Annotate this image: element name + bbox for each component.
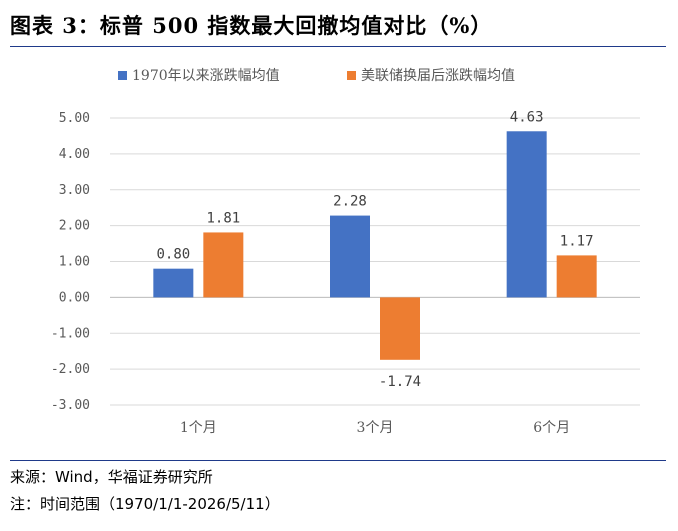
y-tick-label: 4.00 bbox=[59, 147, 90, 162]
bar-2-2 bbox=[380, 297, 420, 360]
y-tick-label: 3.00 bbox=[59, 183, 90, 198]
legend-swatch-1 bbox=[118, 71, 127, 80]
x-category-label: 6个月 bbox=[533, 420, 570, 436]
bar-2-1 bbox=[203, 232, 244, 298]
title-rule bbox=[10, 46, 666, 47]
source-note: 来源：Wind，华福证券研究所 bbox=[10, 468, 213, 486]
data-label: 0.80 bbox=[156, 247, 190, 263]
data-label: 2.28 bbox=[333, 194, 367, 210]
y-tick-label: 2.00 bbox=[59, 219, 90, 234]
y-tick-label: -2.00 bbox=[51, 362, 90, 377]
legend-label-2: 美联储换届后涨跌幅均值 bbox=[361, 67, 515, 84]
y-tick-label: -1.00 bbox=[51, 326, 90, 341]
legend-swatch-2 bbox=[347, 71, 356, 80]
data-label: 1.17 bbox=[560, 233, 594, 249]
data-label: -1.74 bbox=[379, 374, 421, 390]
range-note: 注：时间范围（1970/1/1-2026/5/11） bbox=[10, 495, 280, 513]
bar-1-2 bbox=[330, 215, 370, 298]
y-tick-label: 0.00 bbox=[59, 290, 90, 305]
legend-label-1: 1970年以来涨跌幅均值 bbox=[132, 68, 280, 84]
x-category-label: 3个月 bbox=[357, 420, 394, 436]
bar-1-1 bbox=[153, 268, 194, 298]
y-tick-label: 5.00 bbox=[59, 111, 90, 126]
chart-title: 图表 3：标普 500 指数最大回撤均值对比（%） bbox=[10, 13, 493, 38]
y-tick-label: 1.00 bbox=[59, 255, 90, 270]
bar-2-3 bbox=[556, 255, 597, 298]
x-category-label: 1个月 bbox=[180, 420, 217, 436]
data-label: 4.63 bbox=[510, 109, 544, 125]
data-label: 1.81 bbox=[206, 210, 240, 226]
y-tick-label: -3.00 bbox=[51, 398, 90, 413]
footer-rule bbox=[10, 460, 666, 461]
bar-chart: 5.00 4.00 3.00 2.00 1.00 0.00 -1.00 -2.00 -3.00 0… bbox=[51, 67, 640, 436]
bar-1-3 bbox=[506, 131, 547, 298]
